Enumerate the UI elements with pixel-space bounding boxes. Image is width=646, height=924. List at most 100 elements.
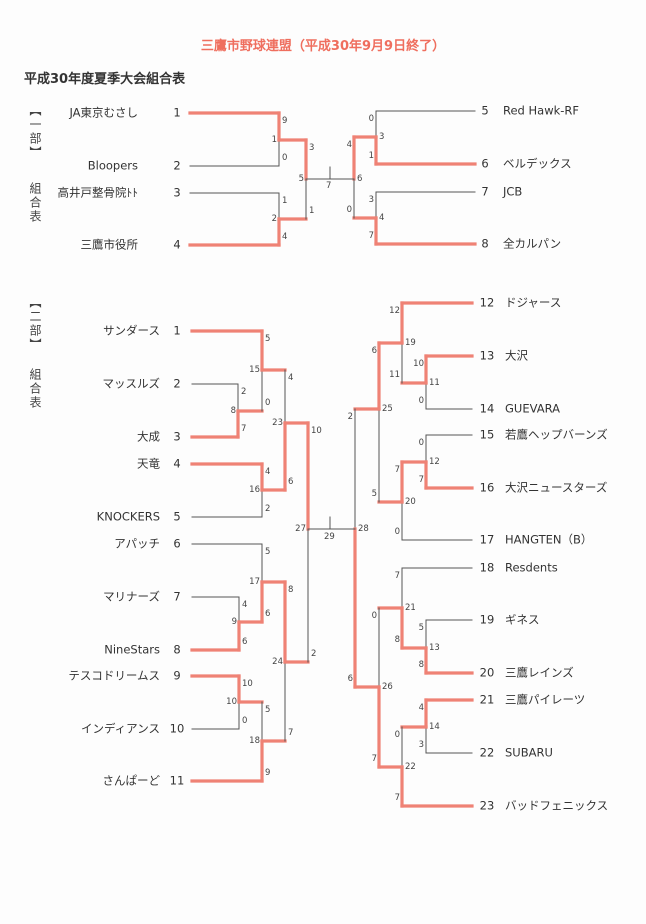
- match-number: 14: [429, 721, 440, 732]
- team-seed: 8: [173, 642, 181, 657]
- team-seed: 5: [173, 509, 181, 524]
- score-top: 4: [288, 372, 294, 383]
- match-number: 1: [271, 134, 277, 145]
- team-seed: 22: [479, 745, 495, 760]
- score-bottom: 0: [418, 395, 424, 406]
- final-match-number: 29: [324, 531, 335, 542]
- score-bottom: 6: [347, 673, 353, 684]
- team-seed: 3: [173, 185, 181, 200]
- score-bottom: 7: [368, 230, 374, 241]
- match-number: 4: [379, 212, 385, 223]
- match-number: 11: [429, 377, 440, 388]
- team-name: 三鷹市役所: [80, 237, 139, 252]
- match-number: 23: [272, 417, 283, 428]
- match-number: 6: [357, 173, 363, 184]
- score-bottom: 7: [288, 727, 294, 738]
- team-name: JA東京むさし: [69, 105, 138, 120]
- score-bottom: 11: [389, 369, 400, 380]
- score-bottom: 1: [368, 150, 374, 161]
- score-top: 5: [265, 333, 271, 344]
- score-top: 12: [389, 305, 400, 316]
- team-name: 若鷹ヘップバーンズ: [505, 427, 608, 442]
- team-seed: 1: [173, 105, 181, 120]
- score-top: 0: [418, 437, 424, 448]
- match-number: 16: [249, 484, 260, 495]
- team-seed: 7: [481, 184, 489, 199]
- team-name: 全カルパン: [503, 236, 562, 251]
- division1-label-table: 組合表: [28, 182, 42, 224]
- score-bottom: 2: [311, 648, 317, 659]
- score-top: 9: [282, 115, 288, 126]
- team-name: ギネス: [505, 612, 540, 627]
- match-number: 26: [382, 681, 393, 692]
- team-name: テスコドリームス: [68, 668, 160, 683]
- team-name: マッスルズ: [102, 376, 161, 391]
- team-name: JCB: [503, 184, 523, 199]
- team-name: SUBARU: [505, 745, 553, 760]
- score-top: 0: [368, 113, 374, 124]
- team-seed: 15: [479, 427, 495, 442]
- match-number: 18: [249, 735, 260, 746]
- team-name: NineStars: [104, 642, 160, 657]
- team-seed: 11: [169, 773, 185, 788]
- team-seed: 9: [173, 668, 181, 683]
- match-number: 12: [429, 456, 440, 467]
- score-bottom: 2: [265, 503, 271, 514]
- team-name: 大成: [137, 429, 160, 444]
- match-number: 28: [358, 523, 369, 534]
- team-name: ドジャース: [505, 295, 562, 310]
- team-seed: 1: [173, 323, 181, 338]
- team-name: さんぱーど: [102, 773, 161, 788]
- team-seed: 20: [479, 665, 495, 680]
- team-name: KNOCKERS: [96, 509, 160, 524]
- team-name: 三鷹レインズ: [505, 665, 574, 680]
- team-name: HANGTEN（B）: [505, 532, 593, 547]
- score-bottom: 0: [282, 152, 288, 163]
- score-bottom: 0: [265, 397, 271, 408]
- division2-label: 【二部】: [28, 296, 42, 352]
- match-number: 20: [405, 496, 416, 507]
- score-bottom: 6: [242, 636, 248, 647]
- team-seed: 2: [173, 376, 181, 391]
- score-bottom: 7: [418, 474, 424, 485]
- score-top: 7: [394, 570, 400, 581]
- team-seed: 4: [173, 456, 181, 471]
- team-name: サンダース: [103, 323, 160, 338]
- score-top: 10: [242, 678, 253, 689]
- team-seed: 5: [481, 103, 489, 118]
- match-number: 13: [429, 642, 440, 653]
- match-number: 25: [382, 403, 393, 414]
- team-name: インディアンス: [80, 721, 160, 736]
- team-seed: 10: [169, 721, 185, 736]
- document-subtitle: 平成30年度夏季大会組合表: [24, 72, 186, 87]
- match-number: 22: [405, 761, 416, 772]
- score-bottom: 9: [265, 767, 271, 778]
- score-bottom: 4: [282, 231, 288, 242]
- score-top: 6: [371, 345, 377, 356]
- team-name: 高井戸整骨院ﾄﾄ: [57, 185, 139, 200]
- score-top: 4: [242, 599, 248, 610]
- score-bottom: 7: [394, 792, 400, 803]
- score-top: 2: [241, 386, 247, 397]
- team-name: 天竜: [137, 456, 160, 471]
- score-bottom: 1: [309, 205, 315, 216]
- score-top: 10: [413, 358, 424, 369]
- team-seed: 2: [173, 158, 181, 173]
- score-bottom: 7: [371, 753, 377, 764]
- score-top: 1: [282, 195, 288, 206]
- team-name: 大沢: [505, 348, 528, 363]
- score-bottom: 8: [394, 634, 400, 645]
- score-bottom: 6: [288, 476, 294, 487]
- match-number: 9: [231, 616, 237, 627]
- team-seed: 12: [479, 295, 495, 310]
- team-name: Bloopers: [87, 158, 138, 173]
- score-bottom: 6: [265, 608, 271, 619]
- score-bottom: 8: [418, 659, 424, 670]
- league-title: 三鷹市野球連盟（平成30年9月9日終了）: [200, 39, 446, 54]
- team-name: Red Hawk-RF: [503, 103, 580, 118]
- score-bottom: 0: [242, 715, 248, 726]
- division1-label: 【一部】: [28, 104, 42, 160]
- team-seed: 7: [173, 589, 181, 604]
